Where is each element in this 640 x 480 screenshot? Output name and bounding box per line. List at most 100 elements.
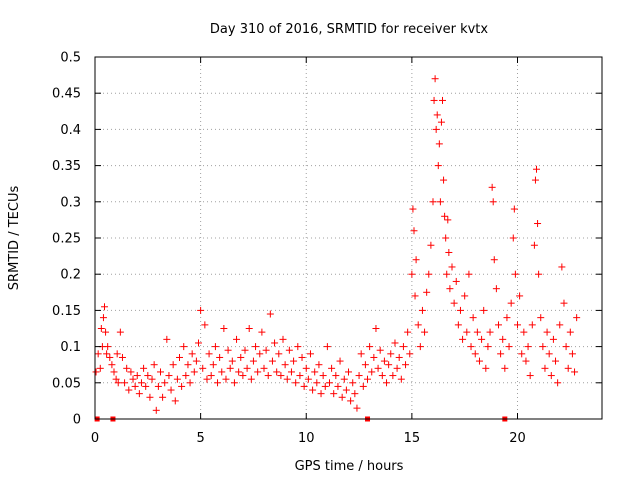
data-point: [488, 183, 496, 191]
data-point: [374, 364, 382, 372]
data-point: [568, 350, 576, 358]
data-point: [414, 321, 422, 329]
data-point: [465, 270, 473, 278]
data-point: [467, 343, 475, 351]
data-point: [178, 382, 186, 390]
data-point: [499, 335, 507, 343]
data-point: [165, 372, 173, 380]
data-point: [402, 361, 410, 369]
data-point: [429, 198, 437, 206]
data-point: [345, 368, 352, 376]
data-point: [566, 328, 574, 336]
chart-title: Day 310 of 2016, SRMTID for receiver kvt…: [210, 22, 488, 37]
y-tick-label: 0.4: [60, 123, 81, 138]
data-point: [389, 372, 397, 380]
data-point: [192, 357, 200, 365]
data-point: [271, 339, 279, 347]
data-point: [302, 364, 310, 372]
data-point: [102, 328, 110, 336]
y-tick-label: 0.15: [52, 304, 81, 319]
x-tick-label: 0: [91, 431, 99, 446]
data-point: [434, 162, 442, 170]
data-point: [211, 343, 219, 351]
data-point: [334, 382, 342, 390]
data-point: [275, 350, 283, 358]
data-point: [203, 375, 211, 383]
data-point: [103, 350, 111, 358]
data-point: [264, 372, 272, 380]
data-point: [142, 382, 150, 390]
data-point: [471, 350, 479, 358]
data-point: [114, 379, 122, 387]
data-point: [262, 346, 270, 354]
data-point: [123, 364, 131, 372]
data-point: [378, 372, 386, 380]
data-point: [106, 353, 114, 361]
data-point: [351, 390, 359, 398]
x-tick-label: 20: [509, 431, 526, 446]
data-point: [554, 379, 562, 387]
data-point: [260, 364, 268, 372]
data-point: [268, 357, 276, 365]
data-point: [199, 364, 207, 372]
data-point: [256, 350, 264, 358]
data-point: [235, 368, 243, 376]
data-point: [266, 310, 274, 318]
data-point: [342, 386, 350, 394]
data-point: [296, 372, 304, 380]
data-point: [137, 379, 145, 387]
data-point: [469, 314, 477, 322]
data-point: [412, 256, 420, 264]
data-point: [163, 335, 171, 343]
data-point: [359, 382, 367, 390]
data-point: [501, 364, 509, 372]
data-point: [127, 368, 135, 376]
data-point: [423, 288, 431, 296]
data-point: [556, 321, 564, 329]
data-point: [216, 353, 224, 361]
data-point: [97, 325, 105, 332]
data-point: [144, 372, 152, 380]
data-point: [560, 299, 568, 307]
data-point: [94, 350, 102, 358]
data-point: [516, 292, 524, 300]
data-point: [383, 379, 391, 387]
data-point: [99, 314, 107, 322]
data-point: [526, 372, 534, 380]
data-point: [116, 328, 124, 336]
data-point: [207, 372, 215, 380]
data-point: [450, 299, 458, 307]
data-point: [518, 350, 526, 358]
data-point: [573, 314, 581, 322]
data-point: [522, 357, 530, 365]
x-tick-label: 15: [404, 431, 421, 446]
data-point: [201, 321, 209, 329]
data-point: [537, 314, 545, 322]
y-tick-label: 0.3: [60, 195, 81, 210]
data-point: [287, 368, 295, 376]
data-point: [277, 372, 285, 380]
data-point: [372, 325, 380, 332]
data-point: [167, 386, 175, 394]
y-tick-label: 0: [73, 413, 81, 428]
data-point: [425, 270, 433, 278]
data-point: [497, 350, 505, 358]
data-point: [459, 335, 467, 343]
data-point: [505, 343, 513, 351]
data-point: [313, 379, 321, 387]
data-point: [321, 382, 329, 390]
data-point: [395, 353, 403, 361]
y-tick-label: 0.35: [52, 159, 81, 174]
data-point: [340, 375, 348, 383]
data-point: [446, 285, 454, 293]
data-point: [285, 346, 293, 354]
data-point: [549, 335, 557, 343]
data-point: [281, 361, 289, 369]
data-point: [376, 346, 384, 354]
data-point: [237, 353, 245, 361]
data-point: [121, 379, 129, 387]
data-points: [92, 75, 581, 414]
data-point: [482, 364, 490, 372]
data-point: [214, 379, 222, 387]
data-point: [427, 241, 435, 249]
